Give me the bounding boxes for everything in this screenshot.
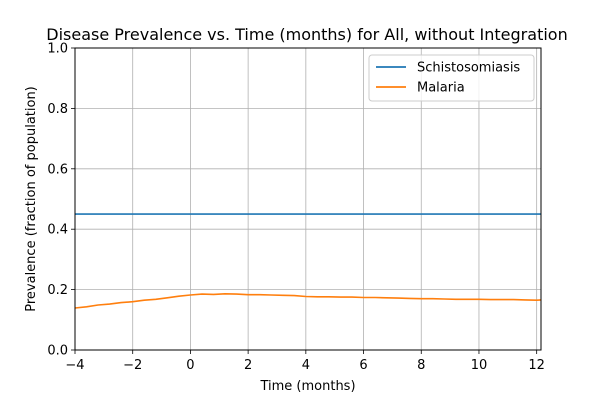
y-tick-label: 0.8 [47, 102, 68, 117]
x-axis-label: Time (months) [259, 379, 355, 394]
y-tick-label: 0.0 [47, 344, 68, 359]
x-tick-label: 0 [186, 358, 194, 373]
ticks: −4 −2 0 2 4 6 8 10 12 0.0 0.2 0.4 0.6 0.8 1.0 [47, 42, 545, 374]
x-tick-label: −2 [123, 358, 142, 373]
series-layer [74, 213, 542, 309]
x-tick-label: 12 [528, 358, 545, 373]
chart-title: Disease Prevalence vs. Time (months) for… [46, 25, 567, 44]
series-line-malaria [74, 292, 542, 309]
x-tick-label: 6 [359, 358, 367, 373]
y-tick-label: 0.4 [47, 223, 68, 238]
y-axis-label: Prevalence (fraction of population) [24, 86, 39, 312]
y-tick-label: 1.0 [47, 42, 68, 57]
x-tick-label: −4 [65, 358, 84, 373]
x-tick-label: 8 [417, 358, 425, 373]
x-tick-label: 4 [302, 358, 310, 373]
y-tick-label: 0.6 [47, 162, 68, 177]
legend: Schistosomiasis Malaria [368, 54, 535, 102]
legend-box [368, 54, 535, 102]
legend-label-schistosomiasis: Schistosomiasis [417, 61, 520, 76]
x-tick-label: 2 [244, 358, 252, 373]
plot-frame [74, 47, 542, 351]
x-tick-label: 10 [471, 358, 488, 373]
legend-label-malaria: Malaria [417, 81, 465, 96]
y-tick-label: 0.2 [47, 283, 68, 298]
